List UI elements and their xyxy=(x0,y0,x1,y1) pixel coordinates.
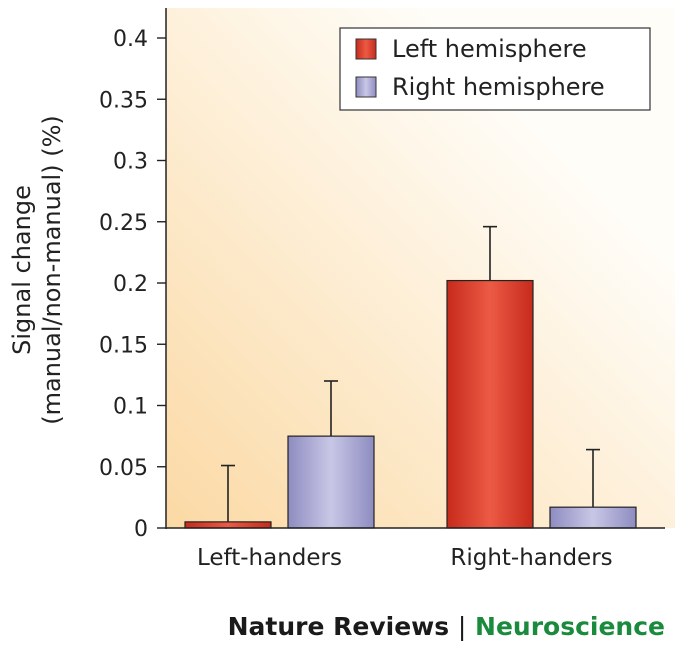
category-labels-layer: Left-handers Right-handers xyxy=(197,545,613,571)
bars-layer xyxy=(184,279,637,529)
bar xyxy=(287,435,375,529)
y-tick-label: 0.05 xyxy=(99,456,148,481)
y-tick-label: 0.35 xyxy=(99,88,148,113)
x-category-label: Left-handers xyxy=(197,545,342,571)
legend-swatch-right-hemisphere xyxy=(355,76,377,98)
legend: Left hemisphere Right hemisphere xyxy=(339,27,651,111)
y-tick-label: 0.4 xyxy=(113,27,148,52)
x-category-label: Right-handers xyxy=(450,545,612,571)
y-axis-title-line1: Signal change xyxy=(8,185,36,355)
bar-chart: 0 0.05 0.1 0.15 0.2 0.25 0.3 0.35 0.4 Left-hande… xyxy=(8,8,675,571)
legend-swatch-left-hemisphere xyxy=(355,38,377,60)
y-tick-label: 0.15 xyxy=(99,333,148,358)
y-tick-label: 0 xyxy=(134,517,148,542)
credit-separator: | xyxy=(457,612,467,641)
y-tick-label: 0.25 xyxy=(99,211,148,236)
legend-label-left-hemisphere: Left hemisphere xyxy=(392,35,587,63)
bar xyxy=(184,521,272,529)
error-bars-layer xyxy=(221,225,600,522)
credit-journal: Nature Reviews xyxy=(227,612,450,641)
y-tick-label: 0.1 xyxy=(113,395,148,420)
legend-label-right-hemisphere: Right hemisphere xyxy=(392,73,605,101)
y-axis-title-line2: (manual/non-manual) (%) xyxy=(38,115,66,425)
y-ticks-layer: 0 0.05 0.1 0.15 0.2 0.25 0.3 0.35 0.4 xyxy=(99,27,166,542)
y-tick-label: 0.3 xyxy=(113,150,148,175)
y-tick-label: 0.2 xyxy=(113,272,148,297)
bar xyxy=(446,279,534,529)
journal-credit: Nature Reviews | Neuroscience xyxy=(228,612,665,641)
axes-layer xyxy=(165,8,665,529)
bar xyxy=(549,506,637,529)
legend-box xyxy=(339,27,651,111)
credit-section: Neuroscience xyxy=(475,612,665,641)
